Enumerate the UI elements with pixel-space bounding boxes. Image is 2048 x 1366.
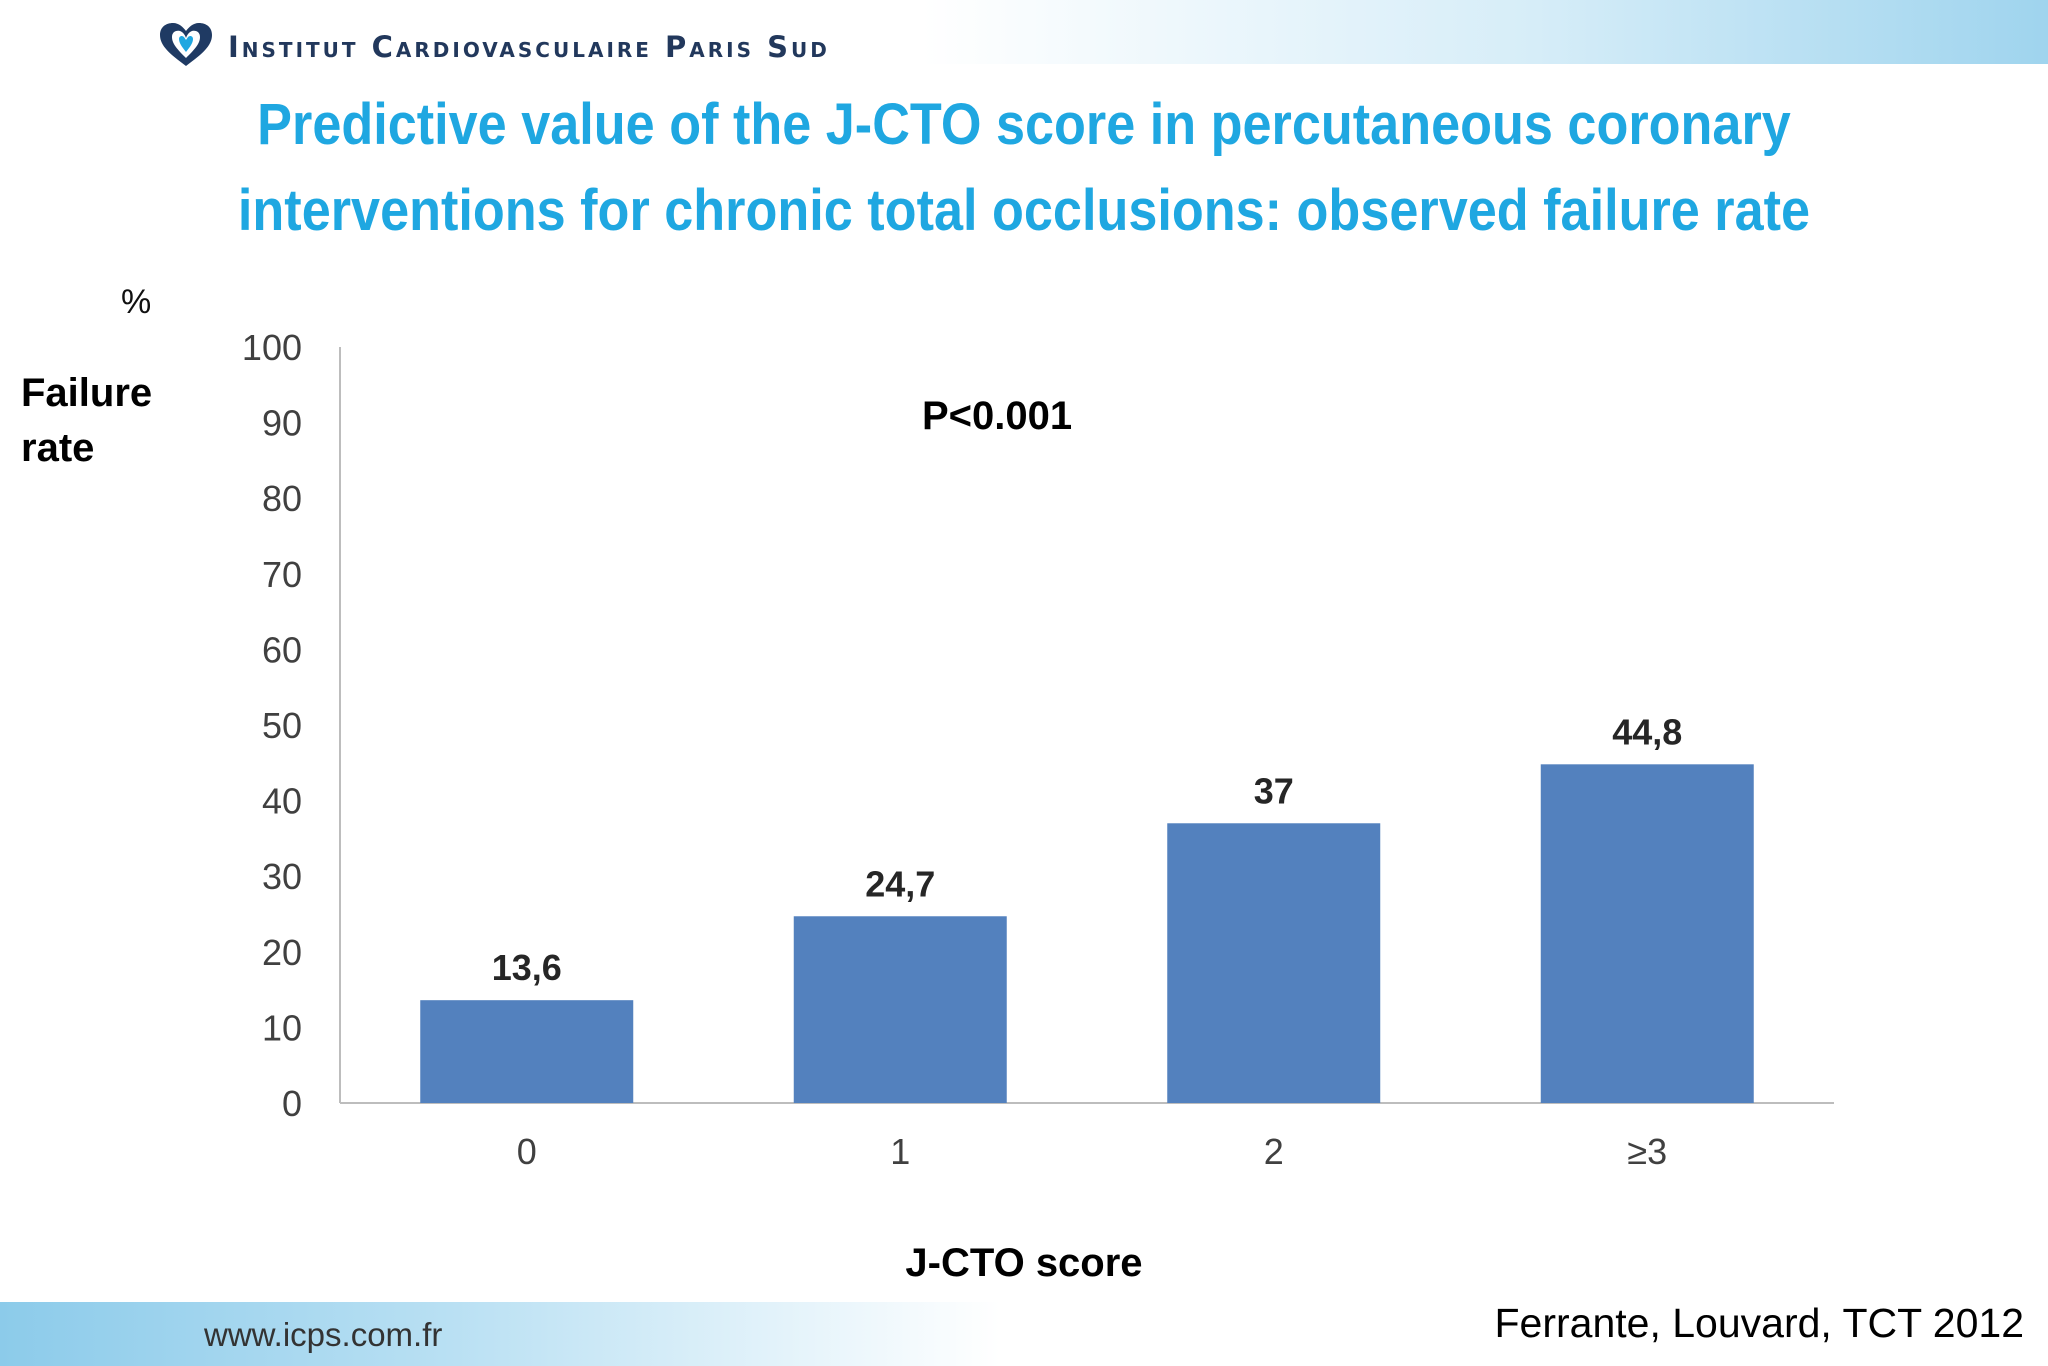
- y-unit-label: %: [121, 283, 152, 321]
- x-tick-label: 1: [890, 1131, 910, 1172]
- bar-value-label: 24,7: [865, 863, 935, 904]
- y-tick-label: 0: [282, 1083, 302, 1124]
- y-tick-label: 80: [262, 478, 302, 519]
- bar: [793, 916, 1007, 1103]
- value-labels: 13,6 24,7 37 44,8: [492, 711, 1683, 988]
- header-band: [0, 0, 2048, 64]
- y-tick-label: 60: [262, 629, 302, 670]
- website-url[interactable]: www.icps.com.fr: [204, 1316, 443, 1353]
- bar-value-label: 13,6: [492, 947, 562, 988]
- bar-value-label: 44,8: [1612, 711, 1682, 752]
- title-line: interventions for chronic total occlusio…: [237, 178, 1811, 243]
- y-tick-label: 70: [262, 554, 302, 595]
- x-tick-label: 0: [517, 1131, 537, 1172]
- y-tick-label: 90: [262, 403, 302, 444]
- bar: [1167, 823, 1381, 1103]
- bar: [420, 1000, 634, 1103]
- x-tick-label: ≥3: [1627, 1131, 1667, 1172]
- y-ticks: 0 10 20 30 40 50 60 70 80 90 100: [242, 327, 302, 1124]
- y-tick-label: 40: [262, 781, 302, 822]
- y-tick-label: 20: [262, 932, 302, 973]
- x-axis-label: J-CTO score: [905, 1241, 1143, 1285]
- y-tick-label: 100: [242, 327, 302, 368]
- x-tick-label: 2: [1264, 1131, 1284, 1172]
- y-tick-label: 50: [262, 705, 302, 746]
- y-tick-label: 30: [262, 856, 302, 897]
- title-line: Predictive value of the J-CTO score in p…: [257, 92, 1791, 157]
- p-value-annotation: P<0.001: [922, 394, 1073, 438]
- y-tick-label: 10: [262, 1007, 302, 1048]
- bar-value-label: 37: [1254, 770, 1294, 811]
- slide-title: Predictive value of the J-CTO score in p…: [40, 82, 2008, 254]
- y-axis-label: Failure rate: [21, 371, 153, 470]
- source-citation: Ferrante, Louvard, TCT 2012: [1494, 1300, 2025, 1346]
- x-ticks: 0 1 2 ≥3: [517, 1131, 1667, 1172]
- heart-logo-icon: [160, 23, 212, 66]
- bars: [420, 764, 1754, 1103]
- footer-band: [0, 1302, 1000, 1366]
- bar: [1540, 764, 1754, 1103]
- institute-name: Institut Cardiovasculaire Paris Sud: [228, 30, 830, 64]
